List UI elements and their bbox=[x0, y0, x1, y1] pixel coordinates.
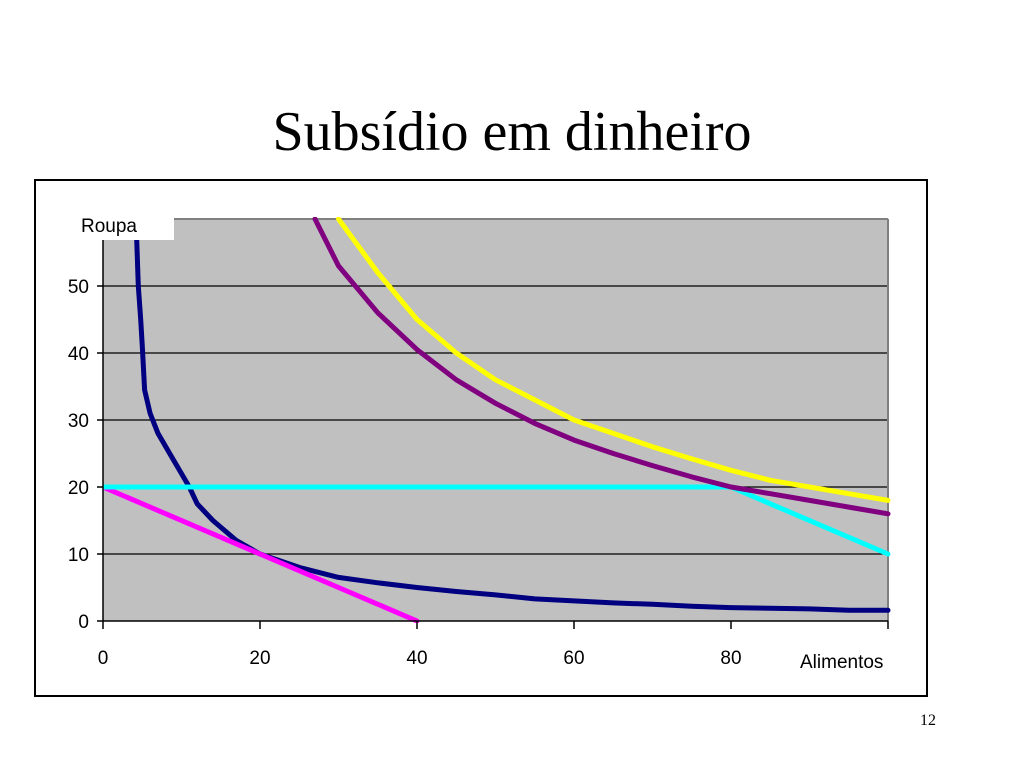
x-axis-title-box bbox=[788, 643, 926, 677]
slide-title: Subsídio em dinheiro bbox=[272, 101, 752, 163]
y-axis-title: Roupa bbox=[81, 216, 137, 237]
line-chart: 0 10 20 30 40 50 0 20 40 60 80 Roupa Alimentos bbox=[68, 214, 926, 677]
y-tick-label: 30 bbox=[68, 411, 89, 432]
page-number: 12 bbox=[920, 712, 936, 729]
x-tick-label: 40 bbox=[406, 648, 427, 669]
series-line-1 bbox=[133, 217, 891, 613]
series-line-4 bbox=[312, 217, 891, 517]
y-tick-label: 50 bbox=[68, 277, 89, 298]
x-tick-label: 0 bbox=[98, 648, 109, 669]
series-line-5 bbox=[336, 217, 891, 503]
x-tick-label: 80 bbox=[720, 648, 741, 669]
x-tick-label: 60 bbox=[563, 648, 584, 669]
chart-frame: 0 10 20 30 40 50 0 20 40 60 80 Roupa Alimentos bbox=[34, 179, 928, 697]
series-line-2 bbox=[103, 484, 420, 623]
y-tick-label: 20 bbox=[68, 478, 89, 499]
y-tick-label: 40 bbox=[68, 344, 89, 365]
x-tick-label: 20 bbox=[249, 648, 270, 669]
x-axis-title: Alimentos bbox=[800, 652, 883, 673]
y-axis-title-box bbox=[72, 214, 174, 240]
y-tick-label: 0 bbox=[78, 612, 89, 633]
y-tick-label: 10 bbox=[68, 545, 89, 566]
